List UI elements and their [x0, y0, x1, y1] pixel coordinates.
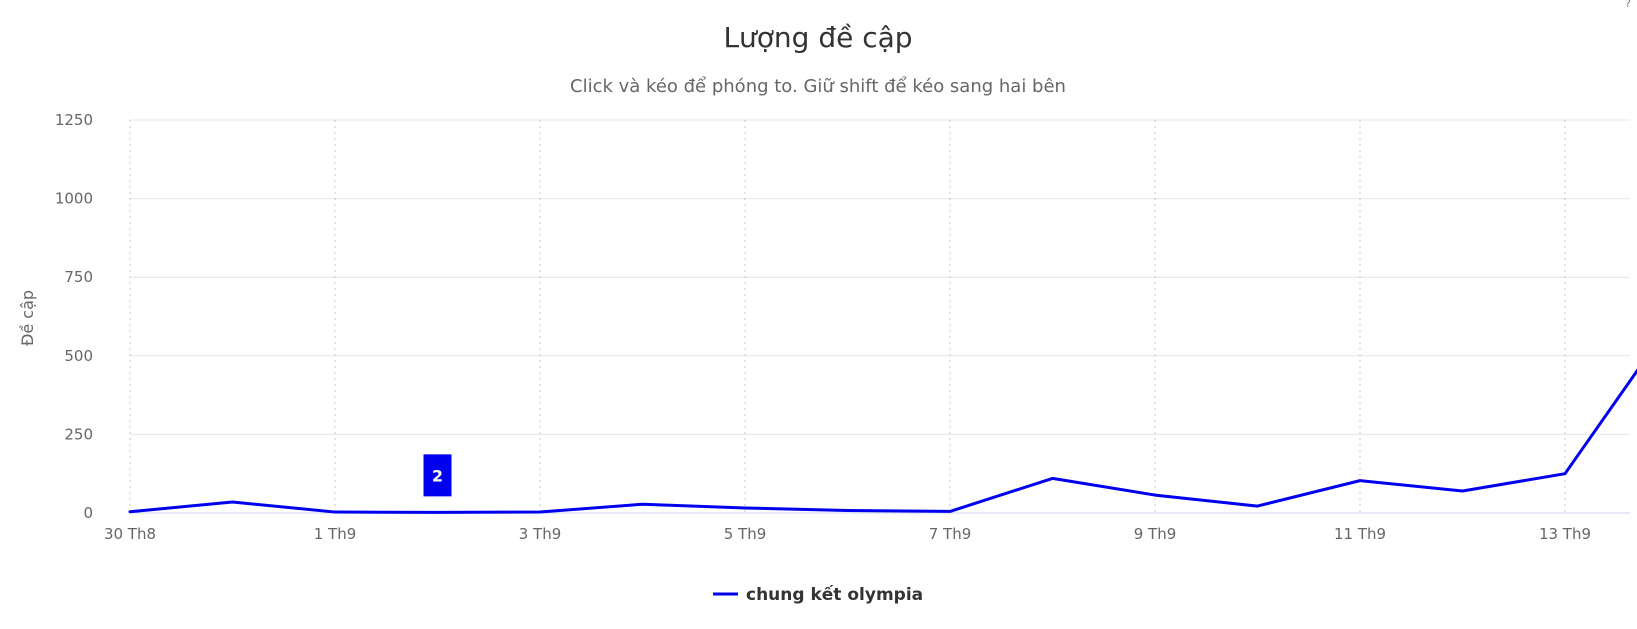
x-gridlines	[130, 120, 1637, 513]
chart-title: Lượng đề cập	[723, 21, 912, 54]
y-tick-label: 1250	[55, 111, 93, 129]
corner-mark: ?	[1625, 0, 1631, 10]
y-tick-label: 750	[64, 268, 93, 286]
data-point[interactable]	[1047, 472, 1059, 484]
data-point[interactable]	[1559, 468, 1571, 480]
x-tick-label: 9 Th9	[1134, 525, 1177, 543]
data-point[interactable]	[124, 506, 136, 518]
y-tick-label: 500	[64, 347, 93, 365]
data-point[interactable]	[1252, 500, 1264, 512]
data-point[interactable]	[534, 506, 546, 518]
y-axis-title: Đề cập	[18, 290, 37, 346]
data-point[interactable]	[432, 506, 444, 518]
x-tick-label: 5 Th9	[724, 525, 767, 543]
x-tick-label: 1 Th9	[314, 525, 357, 543]
x-tick-label: 13 Th9	[1539, 525, 1591, 543]
x-tick-label: 30 Th8	[104, 525, 156, 543]
y-tick-label: 250	[64, 425, 93, 443]
x-tick-label: 11 Th9	[1334, 525, 1386, 543]
data-point[interactable]	[1149, 489, 1161, 501]
data-point[interactable]	[1457, 485, 1469, 497]
data-point[interactable]	[944, 505, 956, 517]
y-tick-label: 1000	[55, 190, 93, 208]
data-label: 2	[432, 466, 443, 485]
x-axis-ticks: 30 Th8 1 Th9 3 Th9 5 Th9 7 Th9 9 Th9 11 Th9 13 …	[104, 525, 1637, 543]
data-point[interactable]	[637, 498, 649, 510]
data-point[interactable]	[842, 504, 854, 516]
data-point[interactable]	[329, 506, 341, 518]
series-layer[interactable]	[124, 204, 1637, 518]
data-point[interactable]	[227, 496, 239, 508]
data-point[interactable]	[739, 502, 751, 514]
series-line[interactable]	[130, 210, 1637, 512]
x-tick-label: 7 Th9	[929, 525, 972, 543]
chart-subtitle: Click và kéo để phóng to. Giữ shift để k…	[570, 76, 1066, 97]
data-point[interactable]	[1354, 475, 1366, 487]
y-gridlines	[130, 120, 1630, 434]
legend-item-chung-ket-olympia[interactable]: chung kết olympia	[746, 584, 923, 605]
legend[interactable]: chung kết olympia	[713, 584, 923, 605]
y-axis-ticks: 0 250 500 750 1000 1250	[55, 111, 93, 522]
data-labels: 2963	[424, 152, 1637, 496]
y-tick-label: 0	[83, 504, 93, 522]
x-tick-label: 3 Th9	[519, 525, 562, 543]
